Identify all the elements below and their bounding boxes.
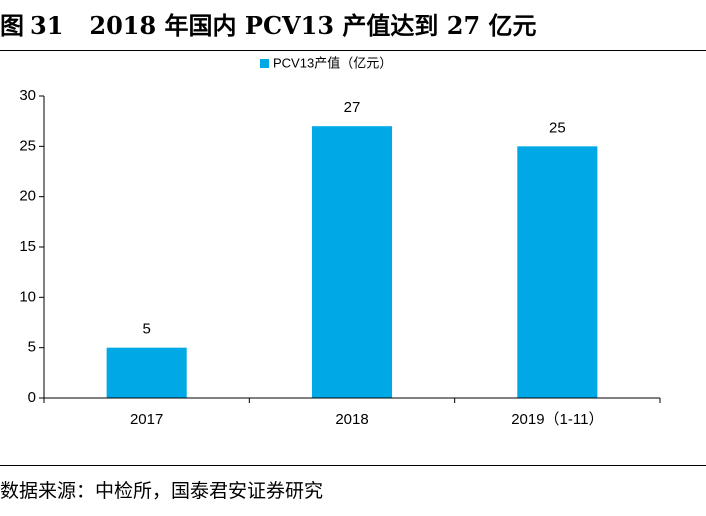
y-tick-label: 5 [28, 339, 36, 356]
bars: 5 27 25 [106, 99, 598, 398]
x-tick-label: 2018 [335, 411, 368, 428]
title-rule [0, 50, 706, 51]
y-tick-label: 0 [28, 389, 36, 406]
y-axis: 0 5 10 15 20 25 30 [19, 87, 45, 406]
y-tick-label: 25 [19, 137, 36, 154]
bar [517, 146, 598, 398]
x-axis: 2017 2018 2019（1-11） [43, 397, 661, 428]
y-tick-label: 30 [19, 87, 36, 104]
figure-title-text: 2018 年国内 PCV13 产值达到 27 亿元 [89, 11, 537, 40]
y-tick-label: 10 [19, 288, 36, 305]
figure-number: 31 [30, 11, 64, 40]
x-tick-label: 2019（1-11） [511, 411, 603, 428]
legend: PCV13产值（亿元） [260, 55, 392, 70]
data-label: 27 [344, 99, 361, 116]
legend-label: PCV13产值（亿元） [273, 55, 392, 70]
source-note: 数据来源：中检所，国泰君安证券研究 [0, 480, 324, 502]
legend-swatch [260, 59, 269, 68]
bar [106, 347, 187, 398]
y-tick-label: 15 [19, 238, 36, 255]
data-label: 5 [142, 321, 150, 338]
bar [311, 126, 393, 398]
figure-title: 图 31 2018 年国内 PCV13 产值达到 27 亿元 [0, 8, 706, 44]
source-rule [0, 465, 706, 466]
x-tick-label: 2017 [130, 411, 163, 428]
figure-label: 图 [0, 11, 24, 40]
y-tick-label: 20 [19, 188, 36, 205]
data-label: 25 [549, 119, 566, 136]
